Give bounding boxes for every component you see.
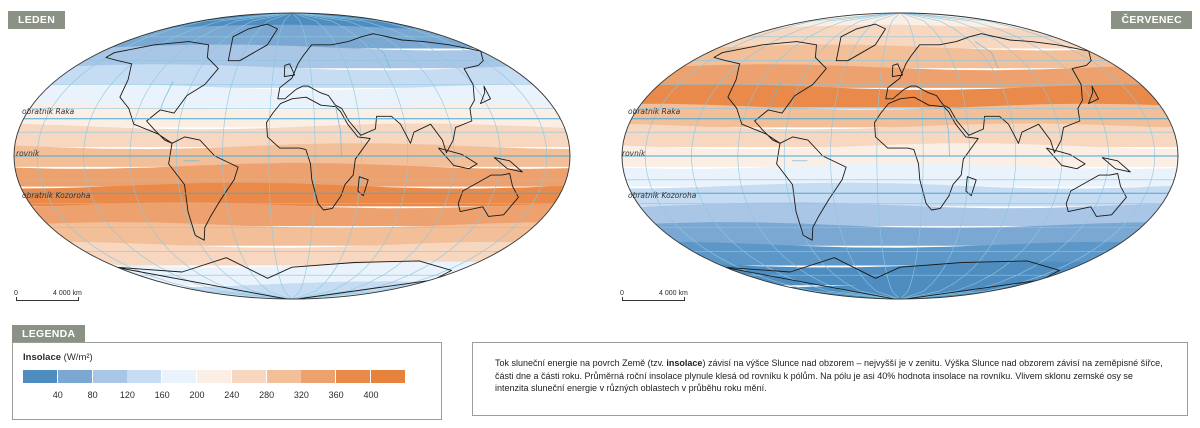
river-line [974,41,999,69]
label-equator: rovník [16,149,40,158]
insolation-band [622,103,1178,128]
map-svg-july: obratník Raka rovník obratník Kozoroha [621,12,1179,300]
insolation-band [14,44,570,69]
tropic-lines-january [14,118,570,194]
coastline-new-guinea [1101,157,1131,173]
insolation-band [622,241,1178,266]
coastline-antarctica [722,257,1061,299]
coastline-greenland [227,23,278,62]
legend-swatch [127,370,162,383]
insolation-band [14,64,570,88]
coastlines-january [105,23,523,299]
river-line [768,81,782,109]
insolation-band [622,44,1178,69]
map-svg-january: obratník Raka rovník obratník Kozoroha [13,12,571,300]
coastline-north-america [105,41,219,144]
coastline-indonesia [1046,147,1086,170]
coastline-africa [266,96,371,211]
river-line [366,41,391,69]
insolation-band [622,83,1178,108]
legend-value-label: 280 [259,390,275,400]
legend-heading: Insolace (W/m²) [23,352,93,363]
insolation-band [14,241,570,266]
tropic-lines-july [622,118,1178,194]
insolation-band [14,123,570,148]
insolation-band [622,143,1178,167]
legend-value-label: 160 [154,390,170,400]
map-title-january: LEDEN [8,11,66,29]
coastline-madagascar [965,176,977,197]
insolation-band [622,64,1178,88]
legend-value-label: 320 [293,390,309,400]
insolation-band [622,123,1178,148]
legend-value-label: 360 [328,390,344,400]
legend-swatch [23,370,57,383]
legend-swatch [196,370,231,383]
coastline-japan [480,85,491,105]
legend-swatch [336,370,371,383]
insolation-band [14,83,570,108]
legend-swatch [301,370,336,383]
legend-value-labels: 40 80 120 160 200 240 280 320 360 400 [23,390,443,404]
coastline-europe-asia [885,33,1092,154]
legend-value-label: 240 [224,390,240,400]
description-box: Tok sluneční energie na povrch Země (tzv… [472,342,1188,416]
legend: Insolace (W/m²) 40 80 120 160 200 240 280 320 36… [12,342,442,420]
coastline-north-america [713,41,827,144]
legend-value-label: 80 [87,390,98,400]
map-title-july: ČERVENEC [1111,11,1192,29]
scale-bar-january: 0 4 000 km [14,290,104,306]
coastline-uk [283,63,296,78]
insolation-map-july: obratník Raka rovník obratník Kozoroha [618,8,1182,304]
coastline-japan [1088,85,1099,105]
coastline-indonesia [438,147,478,170]
label-tropic-capricorn: obratník Kozoroha [628,191,697,200]
legend-value-label: 120 [119,390,135,400]
insolation-band [622,162,1178,187]
legend-value-label: 40 [52,390,63,400]
legend-swatch [92,370,127,383]
label-tropic-capricorn: obratník Kozoroha [22,191,91,200]
coastline-antarctica [114,257,453,299]
insolation-map-january: obratník Raka rovník obratník Kozoroha [10,8,574,304]
label-tropic-cancer: obratník Raka [628,107,681,116]
legend-swatch [266,370,301,383]
legend-swatch [370,370,405,383]
river-line [160,81,174,109]
graticule-january [14,13,570,299]
legend-value-label: 400 [363,390,379,400]
insolation-band [14,182,570,207]
label-tropic-cancer: obratník Raka [22,107,75,116]
coastline-uk [891,63,904,78]
label-equator: rovník [622,149,646,158]
coastline-australia [457,173,519,217]
insolation-band [622,222,1178,246]
river-line [943,106,950,157]
legend-swatch [162,370,197,383]
coastline-madagascar [357,176,369,197]
legend-title-tag: LEGENDA [12,325,86,343]
legend-color-scale [23,370,406,383]
legend-value-label: 200 [189,390,205,400]
coastline-greenland [835,23,886,62]
insolation-band [622,202,1178,227]
legend-swatch [231,370,266,383]
coastline-australia [1065,173,1127,217]
insolation-band [14,103,570,128]
coastlines-july [713,23,1131,299]
insolation-band [14,143,570,167]
coastline-europe-asia [277,33,484,154]
coastline-africa [874,96,979,211]
scale-bar-july: 0 4 000 km [620,290,710,306]
coastline-new-guinea [493,157,523,173]
river-line [335,106,342,157]
description-text: Tok sluneční energie na povrch Země (tzv… [495,358,1163,393]
insolation-band [14,202,570,227]
insolation-band [14,162,570,187]
insolation-band [622,182,1178,207]
legend-swatch [57,370,92,383]
insolation-band [14,222,570,246]
